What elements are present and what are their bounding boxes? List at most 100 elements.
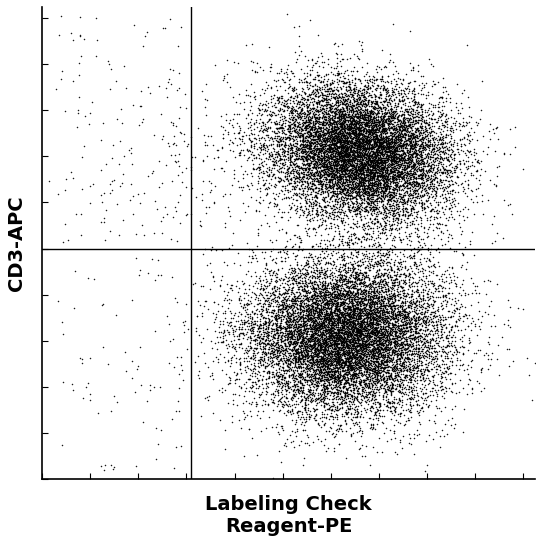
Point xyxy=(314,357,322,365)
Point xyxy=(435,311,443,319)
Point xyxy=(366,108,375,117)
Point xyxy=(315,321,324,330)
Point xyxy=(365,123,373,131)
Point xyxy=(328,92,337,101)
Point xyxy=(415,131,424,140)
Point xyxy=(367,143,376,152)
Point xyxy=(340,248,349,257)
Point xyxy=(324,325,333,333)
Point xyxy=(301,350,310,359)
Point xyxy=(419,373,428,382)
Point xyxy=(278,331,286,339)
Point xyxy=(288,152,297,161)
Point xyxy=(361,186,370,194)
Point xyxy=(333,167,342,176)
Point xyxy=(386,165,395,174)
Point xyxy=(378,171,387,180)
Point xyxy=(384,153,392,161)
Point xyxy=(317,123,325,132)
Point xyxy=(353,327,362,336)
Point xyxy=(103,56,112,65)
Point xyxy=(307,325,315,333)
Point xyxy=(364,136,372,145)
Point xyxy=(408,193,416,202)
Point xyxy=(424,375,433,384)
Point xyxy=(367,117,376,126)
Point xyxy=(359,84,367,93)
Point xyxy=(258,348,267,356)
Point xyxy=(290,345,299,353)
Point xyxy=(303,339,312,348)
Point xyxy=(377,154,385,162)
Point xyxy=(319,396,327,405)
Point xyxy=(364,207,372,216)
Point xyxy=(298,326,307,334)
Point xyxy=(418,152,427,161)
Point xyxy=(180,320,189,329)
Point xyxy=(366,388,375,396)
Point xyxy=(374,136,383,144)
Point xyxy=(373,115,382,123)
Point xyxy=(332,139,340,148)
Point xyxy=(383,174,391,183)
Point xyxy=(340,66,349,75)
Point xyxy=(384,320,392,329)
Point xyxy=(321,322,330,331)
Point xyxy=(320,338,328,347)
Point xyxy=(445,196,454,205)
Point xyxy=(395,258,403,267)
Point xyxy=(263,127,272,135)
Point xyxy=(343,319,352,327)
Point xyxy=(255,285,264,293)
Point xyxy=(351,128,359,136)
Point xyxy=(321,353,330,362)
Point xyxy=(410,169,419,178)
Point xyxy=(342,142,351,151)
Point xyxy=(333,285,342,293)
Point xyxy=(368,154,377,162)
Point xyxy=(404,333,412,342)
Point xyxy=(246,375,254,383)
Point xyxy=(382,249,391,258)
Point xyxy=(351,138,359,147)
Point xyxy=(324,156,333,165)
Point xyxy=(329,166,338,175)
Point xyxy=(311,80,320,89)
Point xyxy=(375,296,384,305)
Point xyxy=(327,85,335,93)
Point xyxy=(376,198,385,206)
Point xyxy=(323,375,332,383)
Point xyxy=(316,300,325,309)
Point xyxy=(358,138,367,147)
Point xyxy=(261,288,269,297)
Point xyxy=(356,113,365,122)
Point xyxy=(394,204,403,213)
Point xyxy=(409,110,417,119)
Point xyxy=(394,166,403,174)
Point xyxy=(386,191,395,199)
Point xyxy=(420,200,428,209)
Point xyxy=(357,302,365,311)
Point xyxy=(392,311,401,320)
Point xyxy=(373,248,382,256)
Point xyxy=(415,241,424,249)
Point xyxy=(287,309,295,318)
Point xyxy=(295,244,304,253)
Point xyxy=(389,277,398,286)
Point xyxy=(356,99,365,108)
Point xyxy=(316,365,325,374)
Point xyxy=(322,77,331,85)
Point xyxy=(360,300,369,308)
Point xyxy=(395,150,404,159)
Point xyxy=(415,231,424,240)
Point xyxy=(448,195,456,204)
Point xyxy=(335,268,344,276)
Point xyxy=(398,181,407,190)
Point xyxy=(282,302,291,311)
Point xyxy=(346,155,355,163)
Point xyxy=(223,328,232,337)
Point xyxy=(384,170,393,179)
Point xyxy=(349,101,358,110)
Point xyxy=(378,72,387,81)
Point xyxy=(311,142,319,150)
